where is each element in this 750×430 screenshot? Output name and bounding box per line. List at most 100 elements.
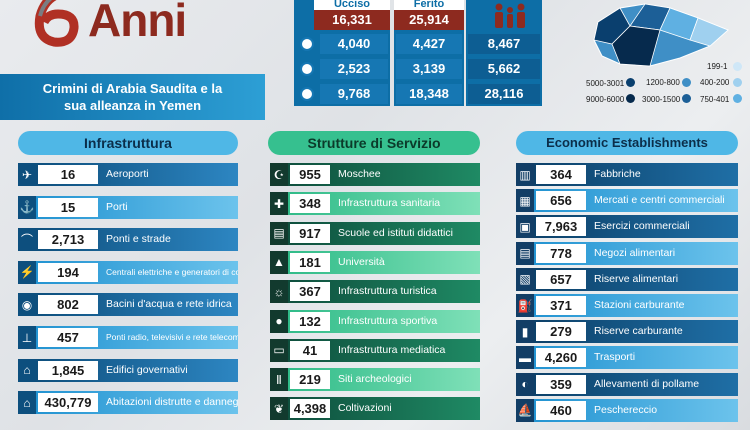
list-item: ✚ 348 Infrastruttura sanitaria bbox=[270, 192, 480, 216]
list-item: ✈ 16 Aeroporti bbox=[18, 163, 238, 186]
family-icon bbox=[495, 3, 525, 28]
item-value: 7,963 bbox=[536, 217, 586, 237]
item-label: Porti bbox=[106, 200, 128, 213]
services-header: Strutture di Servizio bbox=[268, 131, 480, 155]
item-label: Esercizi commerciali bbox=[594, 220, 690, 233]
list-item: ⛵ 460 Peschereccio bbox=[516, 398, 738, 422]
legend-label: 400-200 bbox=[700, 78, 730, 87]
item-value: 181 bbox=[290, 252, 330, 272]
item-value: 460 bbox=[536, 400, 586, 420]
injured-men: 18,348 bbox=[396, 84, 462, 104]
list-item: ⚡ 194 Centrali elettriche e generatori di … bbox=[18, 260, 238, 284]
school-icon: ▤ bbox=[270, 221, 288, 245]
truck-icon: ▬ bbox=[516, 346, 534, 370]
legend-swatch bbox=[682, 94, 691, 103]
archaeology-icon: Ⅱ bbox=[270, 368, 288, 392]
title-line-1: Crimini di Arabia Saudita e la bbox=[42, 81, 223, 96]
legend-label: 9000-6000 bbox=[586, 95, 625, 104]
woman-icon bbox=[300, 62, 314, 76]
list-item: ▭ 41 Infrastruttura mediatica bbox=[270, 338, 480, 362]
house-icon: ⌂ bbox=[18, 391, 36, 415]
fuel-tank-icon: ▮ bbox=[516, 320, 534, 344]
legend-label: 3000-1500 bbox=[642, 95, 681, 104]
item-value: 4,260 bbox=[536, 348, 586, 368]
item-label: Centrali elettriche e generatori di corr… bbox=[106, 266, 238, 277]
item-label: Peschereccio bbox=[594, 403, 658, 416]
total-women: 5,662 bbox=[468, 59, 540, 79]
item-value: 132 bbox=[290, 311, 330, 331]
item-label: Abitazioni distrutte e danneggiate bbox=[106, 396, 238, 409]
list-item: ⌒ 2,713 Ponti e strade bbox=[18, 228, 238, 252]
item-value: 41 bbox=[290, 340, 330, 360]
list-item: ● 132 Infrastruttura sportiva bbox=[270, 309, 480, 333]
legend-swatch bbox=[733, 94, 742, 103]
killed-children: 4,040 bbox=[320, 34, 388, 54]
item-value: 219 bbox=[290, 370, 330, 390]
item-label: Edifici governativi bbox=[106, 363, 188, 376]
list-item: ▥ 364 Fabbriche bbox=[516, 163, 738, 186]
power-icon: ⚡ bbox=[18, 260, 36, 284]
tourism-icon: ☼ bbox=[270, 280, 288, 304]
list-item: ◉ 802 Bacini d'acqua e rete idrica bbox=[18, 293, 238, 317]
item-label: Coltivazioni bbox=[338, 402, 392, 415]
list-item: ▣ 7,963 Esercizi commerciali bbox=[516, 215, 738, 239]
six-logo-icon bbox=[34, 0, 79, 47]
item-value: 1,845 bbox=[38, 360, 98, 380]
sports-icon: ● bbox=[270, 309, 288, 333]
university-icon: ▲ bbox=[270, 250, 288, 274]
item-label: Infrastruttura mediatica bbox=[338, 343, 446, 356]
item-value: 194 bbox=[38, 262, 98, 282]
page-title: Crimini di Arabia Saudita e la sua allea… bbox=[0, 74, 265, 120]
killed-women: 2,523 bbox=[320, 59, 388, 79]
logo-word: Anni bbox=[88, 0, 187, 46]
injured-children: 4,427 bbox=[396, 34, 462, 54]
injured-total: 25,914 bbox=[394, 10, 464, 30]
food-storage-icon: ▧ bbox=[516, 267, 534, 291]
item-label: Siti archeologici bbox=[338, 373, 412, 386]
item-label: Ponti e strade bbox=[106, 233, 171, 246]
yemen-map bbox=[593, 3, 729, 67]
antenna-icon: ⊥ bbox=[18, 326, 36, 349]
injured-header: Ferito bbox=[413, 0, 445, 10]
bridge-icon: ⌒ bbox=[18, 228, 36, 252]
list-item: ▦ 656 Mercati e centri commerciali bbox=[516, 189, 738, 213]
hospital-icon: ✚ bbox=[270, 192, 288, 216]
list-item: ⌂ 1,845 Edifici governativi bbox=[18, 358, 238, 382]
item-value: 371 bbox=[536, 296, 586, 315]
crop-icon: ❦ bbox=[270, 397, 288, 421]
item-value: 279 bbox=[536, 322, 586, 342]
item-label: Riserve alimentari bbox=[594, 272, 679, 285]
infrastructure-header: Infrastruttura bbox=[18, 131, 238, 155]
list-item: ❦ 4,398 Coltivazioni bbox=[270, 397, 480, 421]
item-value: 657 bbox=[536, 269, 586, 289]
item-value: 917 bbox=[290, 223, 330, 243]
legend-swatch bbox=[733, 62, 742, 71]
item-value: 955 bbox=[290, 165, 330, 184]
legend-swatch bbox=[682, 78, 691, 87]
boat-icon: ⛵ bbox=[516, 398, 534, 422]
item-label: Infrastruttura turistica bbox=[338, 285, 437, 298]
economic-header: Economic Establishments bbox=[516, 131, 738, 155]
item-value: 778 bbox=[536, 243, 586, 263]
item-label: Università bbox=[338, 255, 385, 268]
tv-icon: ▭ bbox=[270, 338, 288, 362]
item-label: Stazioni carburante bbox=[594, 299, 685, 311]
item-label: Ponti radio, televisivi e rete telecomun… bbox=[106, 332, 238, 342]
item-label: Mercati e centri commerciali bbox=[594, 194, 725, 207]
killed-header: Ucciso bbox=[333, 0, 371, 10]
list-item: ☼ 367 Infrastruttura turistica bbox=[270, 280, 480, 304]
government-building-icon: ⌂ bbox=[18, 358, 36, 382]
child-icon bbox=[300, 37, 314, 51]
list-item: Ⅱ 219 Siti archeologici bbox=[270, 368, 480, 392]
item-label: Infrastruttura sportiva bbox=[338, 314, 438, 327]
killed-men: 9,768 bbox=[320, 84, 388, 104]
list-item: ◐ 359 Allevamenti di pollame bbox=[516, 372, 738, 396]
item-label: Infrastruttura sanitaria bbox=[338, 197, 441, 210]
item-value: 656 bbox=[536, 191, 586, 211]
legend-label: 5000-3001 bbox=[586, 79, 625, 88]
item-value: 430,779 bbox=[38, 393, 98, 413]
item-value: 802 bbox=[38, 295, 98, 315]
item-label: Riserve carburante bbox=[594, 325, 683, 338]
list-item: ▧ 657 Riserve alimentari bbox=[516, 267, 738, 291]
market-icon: ▦ bbox=[516, 189, 534, 213]
